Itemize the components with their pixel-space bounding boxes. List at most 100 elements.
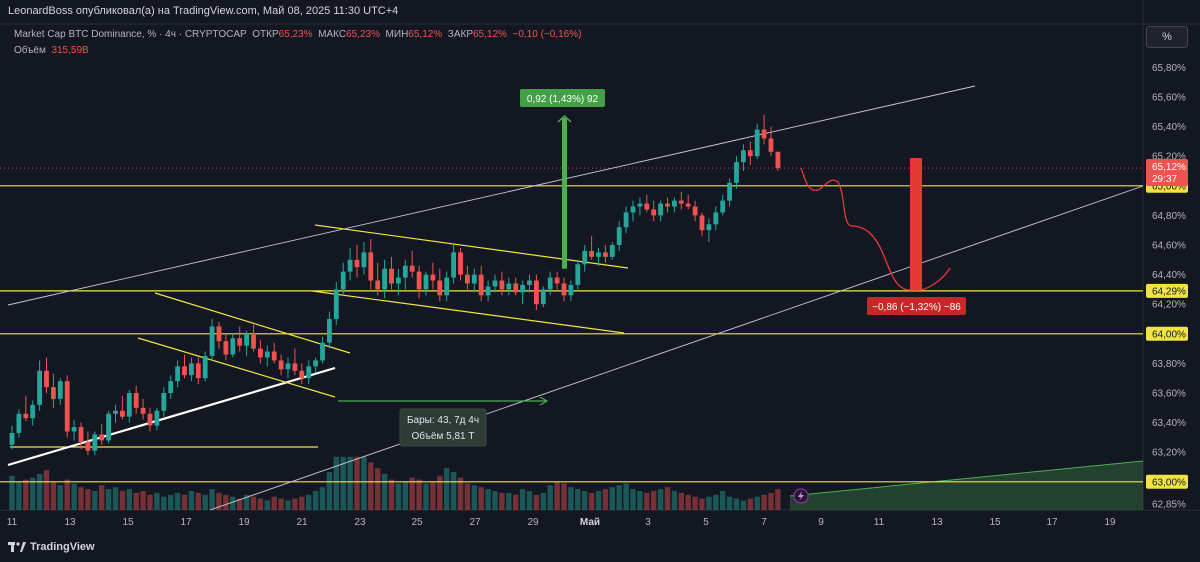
- volume-bar: [575, 489, 581, 510]
- volume-bar: [168, 494, 174, 510]
- volume-bar: [409, 477, 415, 510]
- candle-body: [354, 259, 360, 268]
- candle-body: [23, 413, 29, 419]
- volume-bar: [740, 500, 747, 510]
- candle-body: [768, 138, 774, 152]
- volume-bar: [202, 494, 208, 510]
- volume-bar: [271, 496, 277, 510]
- volume-bar: [43, 470, 50, 510]
- time-tick-label: 29: [527, 517, 539, 528]
- volume-bar: [154, 492, 160, 510]
- candle-body: [423, 274, 429, 290]
- candle-body: [175, 366, 180, 382]
- percent-scale-button[interactable]: %: [1146, 26, 1188, 48]
- candle-body: [396, 277, 401, 284]
- symbol-title[interactable]: Market Cap BTC Dominance, % · 4ч · CRYPT…: [14, 29, 247, 40]
- level-label-bg: [1146, 474, 1188, 489]
- candle-body: [368, 252, 374, 281]
- candle-body: [520, 284, 525, 293]
- tradingview-footer: TradingView: [8, 541, 95, 553]
- candle-body: [78, 427, 84, 442]
- volume-bar: [140, 491, 146, 510]
- time-tick-label: 13: [64, 517, 76, 528]
- volume-bar: [485, 489, 491, 510]
- time-tick-label: 19: [238, 517, 250, 528]
- candle-body: [347, 259, 353, 272]
- candle-body: [734, 162, 739, 183]
- candle-body: [340, 271, 346, 290]
- volume-bar: [99, 485, 105, 510]
- candle-body: [299, 370, 305, 379]
- time-tick-label: 13: [931, 517, 943, 528]
- shaded-wedge: [790, 461, 1143, 510]
- time-tick-label: 15: [122, 517, 134, 528]
- candle-body: [30, 404, 36, 419]
- time-tick-label: 19: [1104, 517, 1116, 528]
- candle-body: [216, 326, 222, 342]
- volume-bar: [437, 475, 443, 510]
- volume-bar: [616, 485, 622, 510]
- candle-body: [306, 366, 312, 379]
- candles: [9, 114, 781, 456]
- candle-body: [375, 280, 381, 290]
- candle-body: [465, 274, 470, 284]
- volume-bar: [423, 483, 429, 510]
- price-tick-label: 63,80%: [1152, 359, 1186, 370]
- candle-body: [506, 283, 512, 290]
- volume-bar: [16, 481, 22, 510]
- volume-bar: [526, 491, 533, 510]
- channel-lower-line: [209, 185, 1144, 511]
- volume-bar: [664, 487, 671, 510]
- price-tick-label: 65,80%: [1152, 63, 1186, 74]
- volume-bar: [257, 498, 264, 510]
- candle-body: [692, 206, 698, 216]
- candle-body: [120, 410, 125, 417]
- candle-body: [195, 363, 201, 379]
- time-tick-label: 23: [354, 517, 366, 528]
- candle-body: [547, 277, 553, 290]
- flag1-lower: [137, 337, 336, 398]
- candle-body: [568, 284, 574, 296]
- candle-body: [616, 227, 622, 245]
- candle-body: [561, 283, 567, 296]
- volume-bar: [547, 485, 553, 510]
- candle-body: [672, 200, 677, 207]
- publish-info: LeonardBoss опубликовал(а) на TradingVie…: [8, 5, 399, 17]
- volume-bar: [768, 492, 774, 510]
- volume-bar: [519, 489, 526, 510]
- volume-bar: [78, 487, 84, 510]
- open-value: 65,23%: [278, 29, 313, 40]
- candle-body: [658, 203, 663, 216]
- volume-bar: [285, 500, 291, 510]
- volume-bar: [416, 479, 422, 510]
- volume-bar: [340, 456, 346, 510]
- volume-bars: [9, 456, 781, 510]
- measure-down-bar: [910, 158, 922, 290]
- change-value: −0,10 (−0,16%): [512, 29, 582, 40]
- candle-body: [485, 286, 491, 296]
- volume-bar: [395, 483, 402, 510]
- volume-bar: [582, 491, 588, 510]
- annotations: 0,92 (1,43%) 92 −0,86 (−1,32%) −86 Бары: 4…: [338, 89, 966, 504]
- candle-body: [313, 360, 318, 367]
- low-value: 65,12%: [408, 29, 443, 40]
- volume-bar: [71, 483, 77, 510]
- volume-bar: [623, 483, 629, 510]
- volume-bar: [513, 494, 519, 510]
- candle-body: [699, 215, 705, 231]
- volume-bar: [278, 498, 284, 510]
- volume-bar: [57, 485, 63, 510]
- candle-body: [451, 252, 456, 278]
- candle-body: [478, 274, 484, 296]
- volume-bar: [216, 492, 222, 510]
- volume-bar: [499, 492, 505, 510]
- volume-bar: [354, 456, 360, 510]
- volume-bar: [161, 496, 167, 510]
- candle-body: [492, 280, 498, 287]
- time-tick-label: Май: [580, 517, 600, 528]
- time-tick-label: 7: [761, 517, 767, 528]
- volume-bar: [188, 491, 195, 510]
- current-price-label-bg: [1146, 159, 1188, 187]
- price-axis: 65,80% 65,60% 65,40% 65,20% 64,80% 64,60% 64,4…: [1146, 63, 1188, 511]
